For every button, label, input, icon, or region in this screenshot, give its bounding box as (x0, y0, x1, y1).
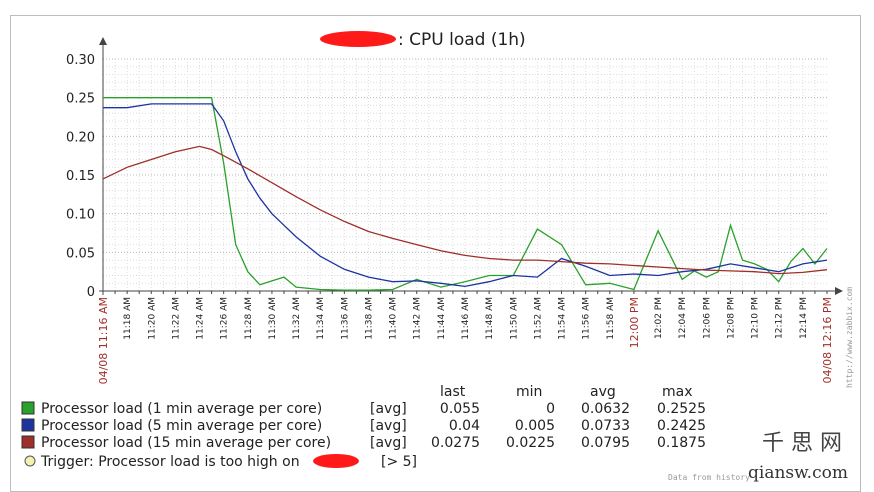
x-tick-labels: 11:18 AM 11:20 AM 11:22 AM 11:24 AM 11:26 AM… (123, 297, 809, 340)
y-tick-label: 0.15 (66, 169, 95, 184)
chart-title: : CPU load (1h) (398, 30, 526, 50)
watermark-top: 千 思 网 (762, 431, 842, 456)
x-tick-label: 11:50 AM (509, 297, 519, 340)
x-tick-label: 11:56 AM (582, 297, 592, 340)
x-tick-label: 11:34 AM (316, 297, 326, 340)
x-tick-label: 11:40 AM (389, 297, 399, 340)
legend-agg: [avg] (370, 401, 407, 417)
x-tick-label: 11:48 AM (485, 297, 495, 340)
y-tick-label: 0.05 (66, 246, 95, 261)
legend-min: 0.0225 (506, 435, 555, 451)
x-mid-label: 12:00 PM (628, 297, 641, 348)
x-tick-label: 12:06 PM (702, 297, 712, 339)
legend-header-avg: avg (590, 384, 616, 400)
x-tick-label: 11:44 AM (437, 297, 447, 340)
legend-header-max: max (662, 384, 693, 400)
x-tick-label: 12:10 PM (751, 297, 761, 339)
y-axis-arrow (99, 37, 107, 45)
side-credit: http://www.zabbix.com (845, 287, 854, 388)
legend-agg: [avg] (370, 435, 407, 451)
legend-header-min: min (516, 384, 542, 400)
legend: last min avg max (440, 384, 693, 400)
y-tick-labels: 0 0.05 0.10 0.15 0.20 0.25 0.30 (66, 53, 95, 300)
legend-avg: 0.0733 (581, 418, 630, 434)
x-tick-label: 11:22 AM (171, 297, 181, 340)
x-tick-label: 11:18 AM (123, 297, 133, 340)
legend-series-name: Processor load (5 min average per core) (41, 418, 322, 434)
y-tick-label: 0.20 (66, 130, 95, 145)
grid (103, 58, 827, 291)
redaction-mark (320, 31, 396, 47)
legend-agg: [avg] (370, 418, 407, 434)
legend-max: 0.2525 (657, 401, 706, 417)
legend-last: 0.055 (440, 401, 480, 417)
legend-avg: 0.0632 (581, 401, 630, 417)
legend-last: 0.04 (449, 418, 480, 434)
watermark-bottom: qiansw.com (748, 463, 848, 483)
series-lines (102, 97, 828, 291)
legend-avg: 0.0795 (581, 435, 630, 451)
legend-series-name: Processor load (15 min average per core) (41, 435, 331, 451)
legend-swatch (21, 401, 35, 415)
x-tick-label: 11:46 AM (461, 297, 471, 340)
x-tick-label: 11:24 AM (196, 297, 206, 340)
redaction-mark-2 (313, 454, 359, 468)
trigger-label: Trigger: Processor load is too high on (40, 454, 300, 470)
legend-max: 0.2425 (657, 418, 706, 434)
x-tick-label: 11:28 AM (244, 297, 254, 340)
x-tick-label: 12:12 PM (775, 297, 785, 339)
legend-swatch (21, 418, 35, 432)
y-tick-label: 0.25 (66, 92, 95, 107)
series-line-1 (103, 97, 828, 291)
legend-max: 0.1875 (657, 435, 706, 451)
bottom-credit: Data from history (668, 473, 750, 482)
trigger-marker (24, 455, 36, 467)
x-end-label: 04/08 12:16 PM (821, 297, 834, 384)
legend-last: 0.0275 (431, 435, 480, 451)
x-tick-label: 11:26 AM (220, 297, 230, 340)
x-tick-label: 11:52 AM (533, 297, 543, 340)
legend-header-last: last (440, 384, 466, 400)
x-start-label: 04/08 11:16 AM (97, 297, 110, 384)
legend-series-name: Processor load (1 min average per core) (41, 401, 322, 417)
series-line-3 (102, 145, 828, 275)
x-tick-label: 11:20 AM (147, 297, 157, 340)
x-tick-label: 11:42 AM (413, 297, 423, 340)
axes (99, 37, 843, 295)
series-line-2 (103, 103, 828, 288)
x-tick-label: 11:58 AM (606, 297, 616, 340)
x-tick-label: 12:02 PM (654, 297, 664, 339)
y-tick-label: 0.10 (66, 208, 95, 223)
legend-min: 0.005 (515, 418, 555, 434)
x-tick-label: 12:04 PM (678, 297, 688, 339)
y-tick-label: 0.30 (66, 53, 95, 68)
legend-rows: Processor load (1 min average per core) [… (21, 401, 706, 451)
x-tick-label: 11:54 AM (558, 297, 568, 340)
legend-swatch (21, 435, 35, 449)
graph-frame (10, 15, 861, 492)
x-tick-label: 11:36 AM (340, 297, 350, 340)
x-axis-arrow (835, 287, 843, 295)
x-tick-label: 11:30 AM (268, 297, 278, 340)
x-tick-label: 11:32 AM (292, 297, 302, 340)
x-tick-label: 12:08 PM (726, 297, 736, 339)
y-tick-label: 0 (87, 285, 95, 300)
x-tick-label: 12:14 PM (799, 297, 809, 339)
x-tick-label: 11:38 AM (364, 297, 374, 340)
trigger-threshold: [> 5] (381, 454, 417, 470)
legend-min: 0 (546, 401, 555, 417)
